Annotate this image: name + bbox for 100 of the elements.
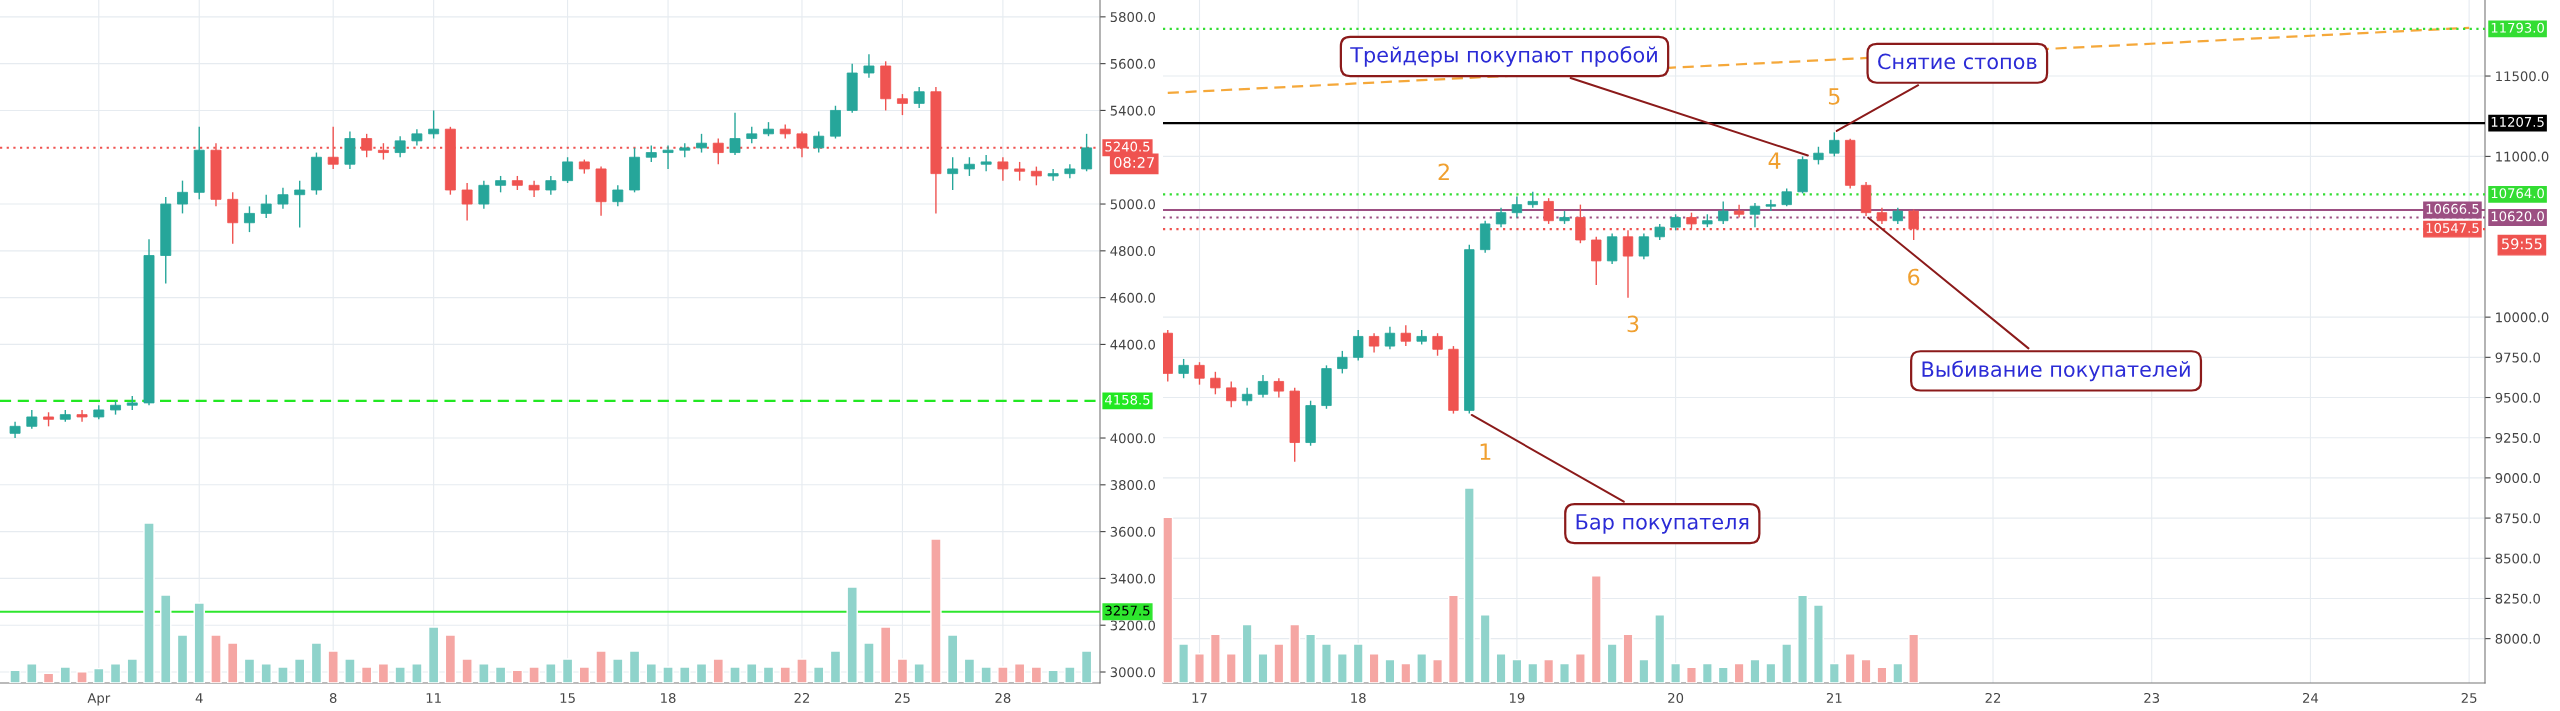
candlestick — [177, 179, 188, 215]
bar — [344, 658, 356, 683]
bar — [1670, 662, 1682, 683]
bar — [1765, 662, 1777, 683]
bar — [1622, 633, 1634, 683]
candlestick — [1353, 329, 1364, 362]
ref-line-label: 11793.0 — [2491, 22, 2544, 33]
y-tick-label: 5400.0 — [1110, 105, 1156, 116]
bar — [310, 642, 323, 683]
x-tick-label: 18 — [1351, 692, 1366, 703]
x-tick-label: 20 — [1668, 692, 1684, 703]
candlestick — [1638, 232, 1650, 260]
bar — [729, 666, 741, 683]
candlestick — [913, 86, 925, 109]
bar — [1844, 653, 1856, 683]
candlestick — [696, 133, 707, 154]
bar — [963, 658, 976, 683]
y-tick-label: 3200.0 — [1110, 620, 1156, 631]
candlestick — [729, 112, 741, 156]
y-tick-label: 3600.0 — [1110, 526, 1156, 537]
bar — [1686, 666, 1697, 683]
candlestick — [1575, 203, 1586, 244]
bar — [679, 666, 691, 683]
bar — [260, 663, 272, 683]
candlestick — [712, 137, 724, 165]
bar — [746, 663, 758, 683]
candlestick — [1368, 332, 1380, 354]
bar — [1384, 658, 1396, 683]
ref-line-label: 4158.5 — [1105, 394, 1150, 405]
bar — [1194, 653, 1205, 683]
bar — [1908, 633, 1920, 683]
bar — [427, 626, 440, 683]
x-tick-label: 11 — [426, 693, 441, 703]
candlestick — [1543, 197, 1554, 225]
bar — [1447, 594, 1459, 683]
bar — [327, 650, 339, 683]
x-tick-label: 17 — [1192, 693, 1207, 703]
annotation: Выбивание покупателей — [1922, 360, 2190, 382]
bar — [813, 666, 825, 683]
bar — [1321, 643, 1332, 683]
candlestick — [244, 205, 255, 233]
candlestick — [461, 182, 473, 222]
bar — [1305, 633, 1317, 683]
annotation: Снятие стопов — [1878, 53, 2037, 70]
ref-line-label: 10620.0 — [2491, 211, 2544, 222]
candlestick — [1014, 161, 1026, 182]
bar — [1797, 594, 1809, 683]
annotation: 1 — [1480, 443, 1491, 460]
annotation: Трейдеры покупают пробой — [1350, 46, 1657, 67]
candlestick — [277, 186, 289, 210]
x-tick-label: 15 — [560, 693, 575, 703]
text: 59:55 — [2501, 238, 2542, 250]
bar — [1030, 666, 1043, 683]
candlestick — [1622, 229, 1634, 299]
candlestick — [1030, 165, 1042, 187]
y-tick-label: 4600.0 — [1110, 292, 1156, 303]
candlestick — [1337, 350, 1348, 375]
bar — [1479, 614, 1491, 683]
ref-line-label: 10764.0 — [2491, 188, 2544, 199]
candlestick — [980, 154, 992, 172]
bar — [612, 658, 624, 683]
bar — [946, 634, 959, 683]
bar — [1654, 614, 1666, 683]
y-tick-label: 4400.0 — [1110, 339, 1156, 350]
bar — [1781, 643, 1793, 683]
y-tick-label: 9000.0 — [2495, 473, 2541, 484]
bar — [1273, 643, 1285, 683]
bar — [193, 602, 205, 683]
bar — [1336, 653, 1348, 683]
y-tick-label: 9500.0 — [2495, 392, 2541, 403]
bar — [1860, 658, 1872, 683]
x-tick-label: 23 — [2144, 692, 2160, 703]
ref-line-label: 3257.5 — [1105, 605, 1150, 616]
y-tick-label: 8500.0 — [2495, 553, 2541, 564]
x-tick-label: 8 — [329, 692, 337, 703]
bar — [997, 666, 1009, 683]
x-tick-label: 28 — [995, 692, 1011, 703]
bar — [896, 658, 909, 683]
candlestick — [1749, 202, 1761, 228]
annotation: 3 — [1627, 315, 1639, 333]
bar — [913, 663, 925, 683]
ref-line-label: 5240.5 — [1105, 141, 1150, 152]
candlestick — [1432, 332, 1443, 357]
bar — [109, 663, 122, 683]
bar — [210, 634, 222, 683]
bar — [1163, 516, 1174, 683]
y-tick-label: 3000.0 — [1110, 667, 1156, 678]
bar — [126, 658, 138, 683]
bar — [1416, 653, 1428, 683]
annotation: 2 — [1438, 163, 1449, 180]
bar — [779, 666, 791, 683]
annotation: 6 — [1908, 268, 1920, 286]
x-tick-label: 22 — [794, 692, 810, 703]
y-tick-label: 4800.0 — [1110, 246, 1156, 257]
bar — [930, 538, 942, 683]
y-tick-label: 3800.0 — [1110, 480, 1156, 491]
bar — [377, 663, 390, 683]
annotation: 4 — [1768, 152, 1781, 169]
y-tick-label: 5000.0 — [1110, 199, 1156, 210]
bar — [160, 594, 172, 683]
